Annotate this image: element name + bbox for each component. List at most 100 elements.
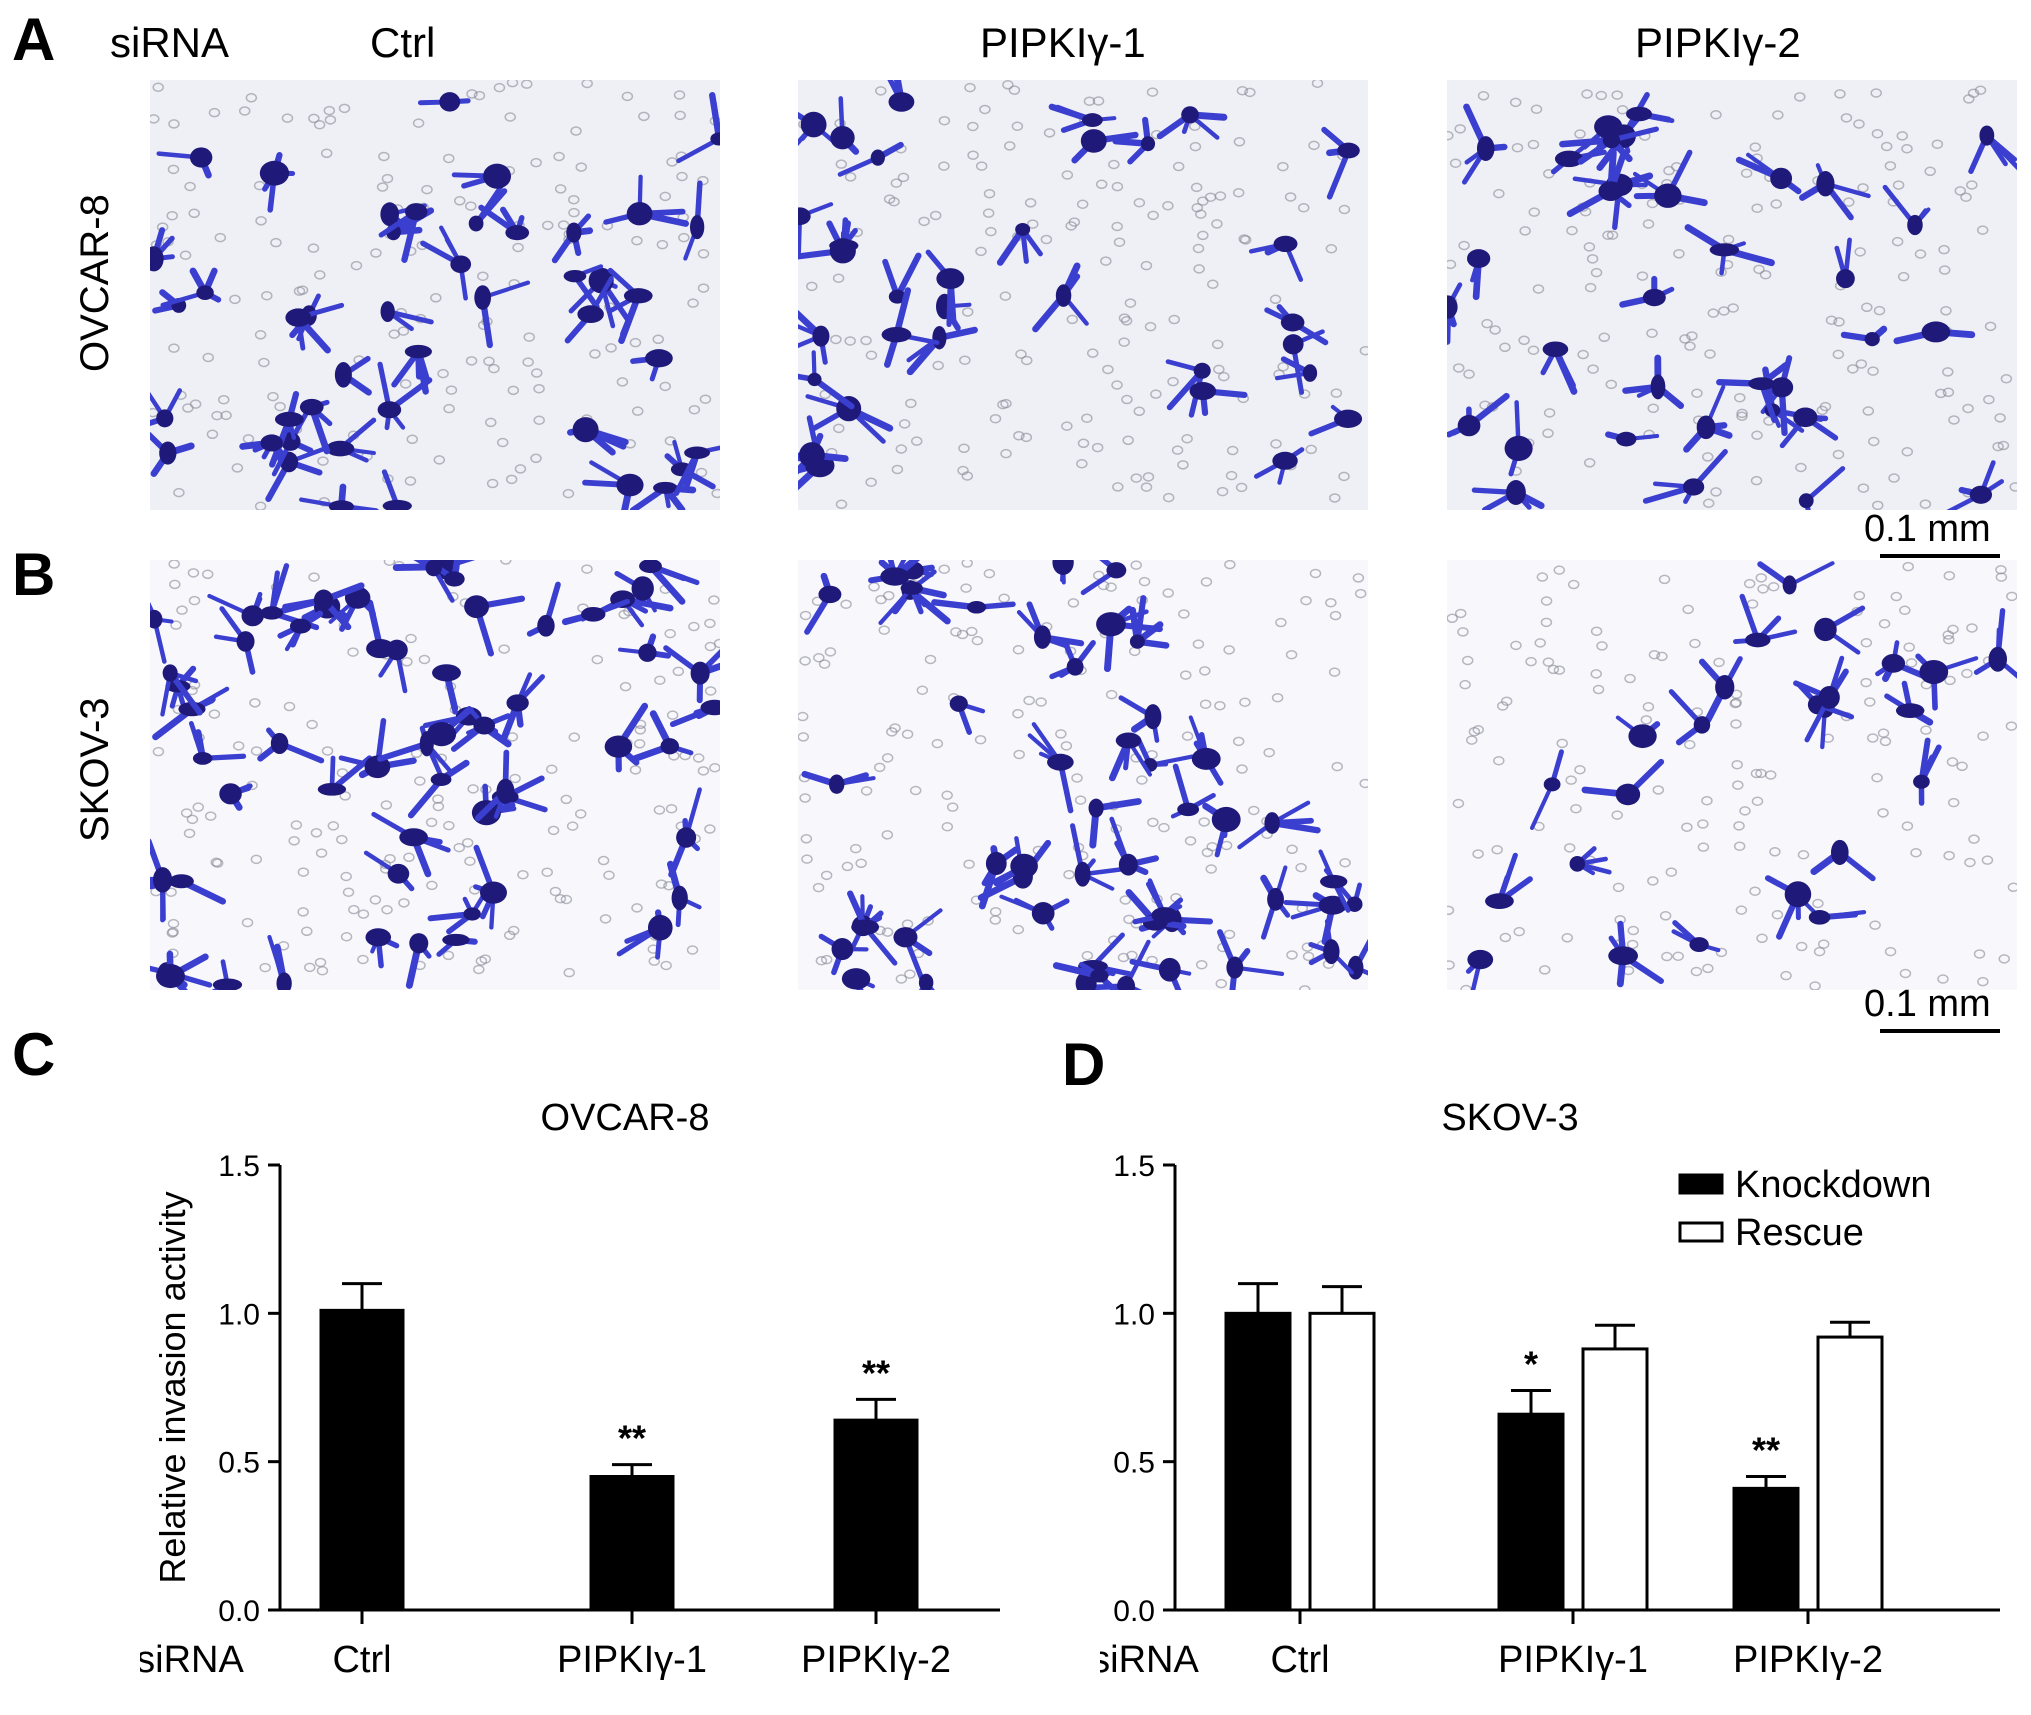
membrane-pore — [834, 274, 844, 282]
membrane-pore — [931, 211, 941, 219]
membrane-pore — [1588, 255, 1598, 263]
membrane-pore — [466, 202, 476, 210]
membrane-pore — [939, 117, 949, 125]
membrane-pore — [342, 933, 352, 941]
membrane-pore — [1810, 982, 1820, 990]
stained-cell — [409, 933, 429, 985]
scale-bar-label-a: 0.1 mm — [1864, 508, 1991, 551]
membrane-pore — [284, 703, 294, 711]
stained-cell — [423, 228, 471, 299]
membrane-pore — [203, 353, 213, 361]
membrane-pore — [308, 244, 318, 252]
membrane-pore — [1194, 244, 1204, 252]
membrane-pore — [513, 243, 523, 251]
membrane-pore — [1698, 820, 1708, 828]
stained-cell — [1311, 407, 1362, 434]
membrane-pore — [1240, 698, 1250, 706]
membrane-pore — [1182, 435, 1192, 443]
membrane-pore — [569, 196, 579, 204]
stained-cell — [1913, 741, 1939, 804]
membrane-pore — [1103, 365, 1113, 373]
membrane-pore — [1964, 95, 1974, 103]
membrane-pore — [694, 754, 704, 762]
membrane-pore — [688, 299, 698, 307]
membrane-pore — [1685, 342, 1695, 350]
membrane-pore — [1925, 167, 1935, 175]
stained-cell — [805, 774, 874, 794]
membrane-pore — [984, 570, 994, 578]
membrane-pore — [1957, 762, 1967, 770]
stained-cell — [1799, 469, 1843, 510]
membrane-pore — [571, 127, 581, 135]
membrane-pore — [1197, 961, 1207, 969]
stained-cell — [1735, 597, 1794, 648]
stained-cell — [530, 585, 558, 637]
membrane-pore — [1036, 698, 1046, 706]
membrane-pore — [1304, 952, 1314, 960]
membrane-pore — [259, 359, 269, 367]
membrane-pore — [1273, 694, 1283, 702]
membrane-pore — [1142, 483, 1152, 491]
membrane-pore — [1978, 226, 1988, 234]
membrane-pore — [406, 635, 416, 643]
membrane-pore — [1173, 446, 1183, 454]
membrane-pore — [1003, 81, 1013, 89]
membrane-pore — [1041, 235, 1051, 243]
bar — [1734, 1488, 1798, 1610]
membrane-pore — [419, 655, 429, 663]
membrane-pore — [325, 116, 335, 124]
membrane-pore — [1146, 323, 1156, 331]
membrane-pore — [851, 845, 861, 853]
membrane-pore — [169, 344, 179, 352]
membrane-pore — [561, 795, 571, 803]
membrane-pore — [675, 111, 685, 119]
membrane-pore — [1024, 696, 1034, 704]
membrane-pore — [1511, 98, 1521, 106]
membrane-pore — [252, 747, 262, 755]
membrane-pore — [349, 906, 359, 914]
membrane-pore — [1339, 472, 1349, 480]
membrane-pore — [1940, 266, 1950, 274]
membrane-pore — [1216, 980, 1226, 988]
membrane-pore — [1705, 350, 1715, 358]
membrane-pore — [1535, 639, 1545, 647]
stained-cell — [842, 968, 873, 990]
membrane-pore — [209, 710, 219, 718]
membrane-pore — [933, 362, 943, 370]
membrane-pore — [869, 583, 879, 591]
membrane-pore — [389, 330, 399, 338]
membrane-pore — [1356, 590, 1366, 598]
membrane-pore — [291, 821, 301, 829]
stained-cell — [1671, 692, 1710, 743]
membrane-pore — [309, 573, 319, 581]
membrane-pore — [488, 480, 498, 488]
membrane-pore — [1224, 646, 1234, 654]
stained-cell — [1971, 125, 2017, 171]
membrane-pore — [1562, 934, 1572, 942]
stained-cell — [366, 853, 412, 889]
membrane-pore — [1331, 389, 1341, 397]
membrane-pore — [1000, 292, 1010, 300]
membrane-pore — [705, 642, 715, 650]
membrane-pore — [679, 234, 689, 242]
membrane-pore — [1571, 805, 1581, 813]
scale-bar-line-b — [1880, 1029, 2000, 1033]
membrane-pore — [1224, 930, 1234, 938]
membrane-pore — [961, 584, 971, 592]
membrane-pore — [532, 369, 542, 377]
membrane-pore — [846, 173, 856, 181]
membrane-pore — [1082, 414, 1092, 422]
stained-cell — [1814, 608, 1862, 652]
membrane-pore — [1077, 460, 1087, 468]
membrane-pore — [1016, 350, 1026, 358]
membrane-pore — [1360, 779, 1368, 787]
membrane-pore — [896, 445, 906, 453]
membrane-pore — [1752, 797, 1762, 805]
membrane-pore — [1062, 422, 1072, 430]
stained-cell — [633, 349, 673, 379]
membrane-pore — [268, 393, 278, 401]
membrane-pore — [986, 228, 996, 236]
membrane-pore — [963, 308, 973, 316]
membrane-pore — [549, 826, 559, 834]
